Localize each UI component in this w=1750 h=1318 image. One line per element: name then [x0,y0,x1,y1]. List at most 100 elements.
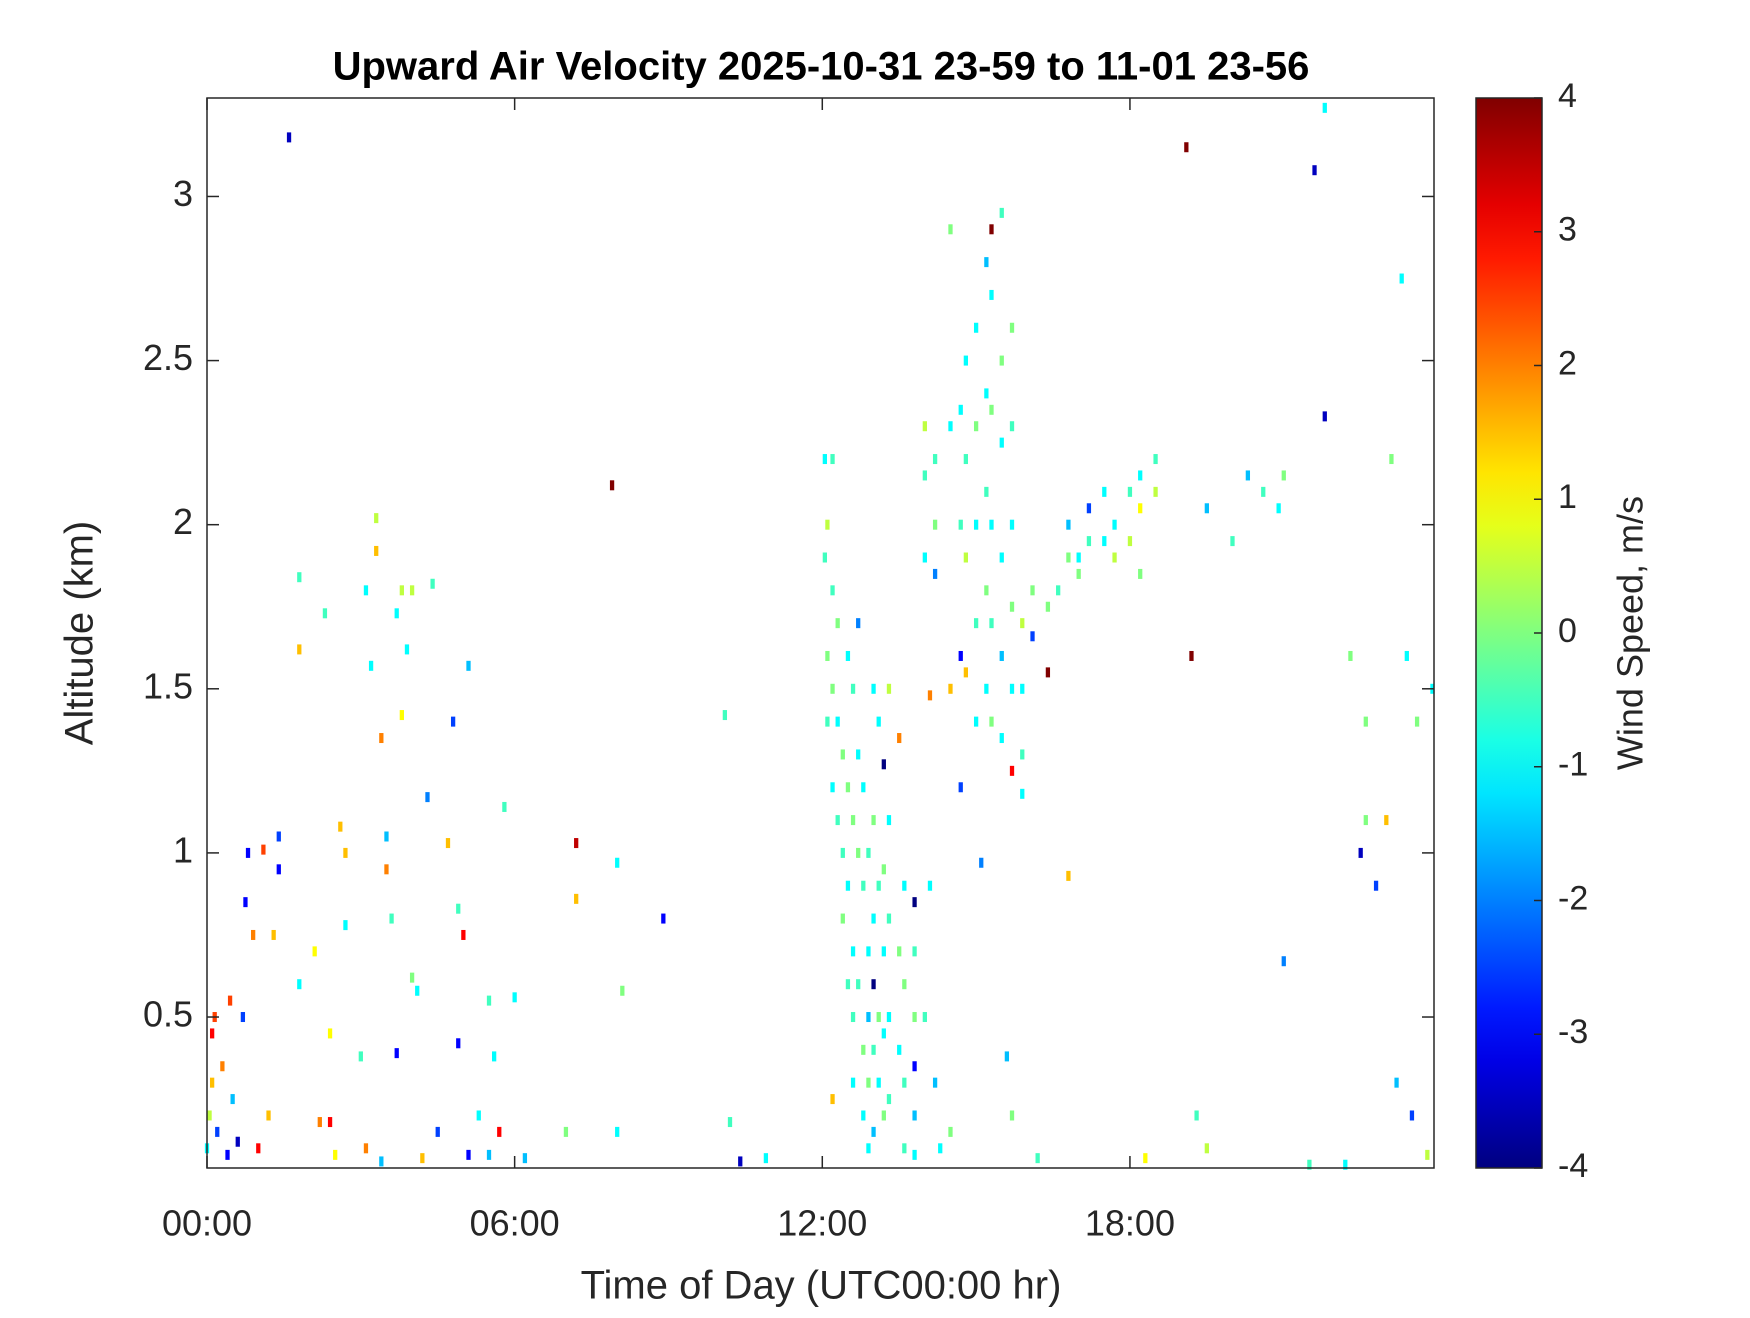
cell [363,585,369,596]
cell [866,1143,871,1154]
cell [1009,601,1015,612]
cell [404,644,410,655]
cell [1322,102,1327,113]
cell [1307,1159,1312,1170]
cell [1143,1153,1148,1164]
cell [856,749,861,760]
cell [1204,503,1209,514]
cell [866,847,871,858]
cell [399,585,404,596]
cell [379,733,384,744]
cell [881,864,886,875]
cell [379,1156,384,1167]
y-tick-label: 1.5 [143,665,193,706]
cell [999,207,1004,218]
cell [840,749,845,760]
cell [958,404,963,415]
cell [1384,815,1389,826]
cell [850,1012,856,1023]
cell [661,913,666,924]
cell [902,1143,907,1154]
cell [845,979,851,990]
cell [394,1048,399,1059]
cell [999,650,1004,661]
cell [1020,788,1025,799]
cell [1281,470,1286,481]
x-axis-label: Time of Day (UTC00:00 hr) [581,1264,1062,1308]
cell [1020,683,1025,694]
cell [1056,585,1061,596]
cell [1153,486,1158,497]
cell [999,733,1004,744]
cell [497,1126,502,1137]
cell [1358,847,1363,858]
cell [840,847,845,858]
cell [333,1149,338,1160]
cell [830,683,835,694]
cell [835,716,840,727]
cell [1312,165,1317,176]
cell [1086,536,1092,547]
cell [922,1012,927,1023]
cell [989,404,994,415]
cell [973,716,979,727]
y-tick-label: 1 [173,829,193,870]
cell [1102,536,1107,547]
cell [1389,454,1394,465]
cell [932,454,938,465]
cell [876,1012,881,1023]
cell [615,857,620,868]
cell [830,782,835,793]
cell [958,519,963,530]
cell [984,388,989,399]
cell [876,880,881,891]
cell [871,683,876,694]
cell [1204,1143,1209,1154]
colorbar-tick-label: -1 [1558,746,1588,784]
colorbar-tick-label: -4 [1558,1147,1588,1185]
colorbar-tick-label: 1 [1558,478,1577,516]
cell [845,650,851,661]
cell [861,880,866,891]
cell [830,585,835,596]
cell [415,985,420,996]
cell [866,1012,871,1023]
cell [409,585,415,596]
cell [266,1110,271,1121]
cell [830,454,835,465]
cell [1102,486,1107,497]
cell [1138,568,1143,579]
cell [958,782,963,793]
cell [984,585,989,596]
cell [1230,536,1235,547]
cell [1189,650,1194,661]
cell [963,355,968,366]
cell [615,1126,620,1137]
cell [886,815,892,826]
cell [1127,536,1133,547]
cell [932,519,938,530]
cell [902,1077,907,1088]
cell [973,519,979,530]
cell [979,857,984,868]
cell [225,1149,230,1160]
cell [912,1012,917,1023]
cell [840,913,845,924]
cell [999,355,1004,366]
cell [425,792,430,803]
cell [215,1126,220,1137]
cell [881,1110,886,1121]
cell [256,1143,261,1154]
cell [312,946,317,957]
cell [358,1051,363,1062]
cell [963,667,968,678]
cell [322,608,328,619]
cell [620,985,625,996]
cell [738,1156,743,1167]
cell [897,733,902,744]
cell [912,1149,917,1160]
cell [999,437,1004,448]
cell [389,913,394,924]
y-tick-label: 0.5 [143,994,193,1035]
